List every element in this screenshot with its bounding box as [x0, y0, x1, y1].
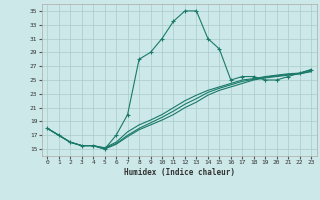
X-axis label: Humidex (Indice chaleur): Humidex (Indice chaleur) — [124, 168, 235, 177]
